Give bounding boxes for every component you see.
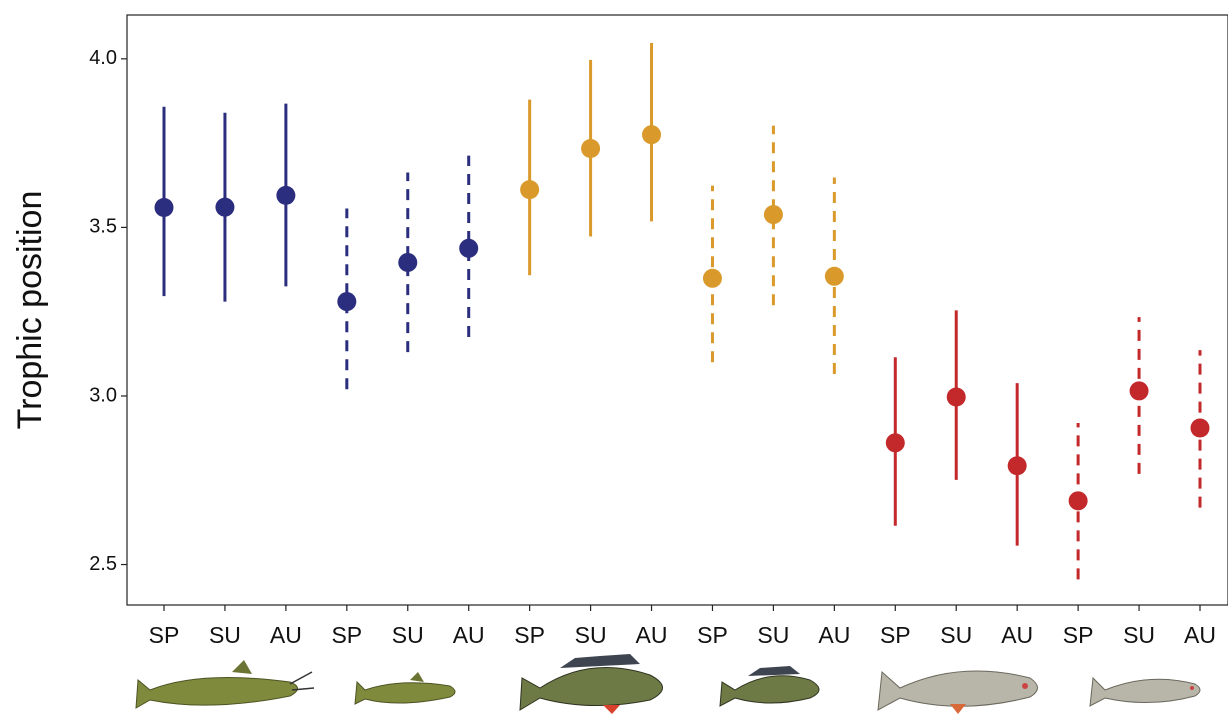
x-tick-label: SU <box>209 622 241 648</box>
x-tick-label: SP <box>880 622 911 648</box>
x-tick-label: SU <box>940 622 972 648</box>
point <box>1008 456 1027 475</box>
point <box>703 269 722 288</box>
fish-perch-small <box>720 666 819 706</box>
point <box>337 292 356 311</box>
x-tick-label: AU <box>270 622 302 648</box>
fish-illustrations <box>136 654 1200 714</box>
x-tick-label: SP <box>1063 622 1094 648</box>
fish-perch-large <box>520 654 663 714</box>
page: {"chart_data": { "type": "pointrange", "… <box>0 0 1228 715</box>
x-tick-label: SU <box>392 622 424 648</box>
point <box>520 180 539 199</box>
point <box>215 198 234 217</box>
point <box>947 387 966 406</box>
x-tick-label: SP <box>149 622 180 648</box>
point <box>581 139 600 158</box>
point <box>642 125 661 144</box>
point <box>886 433 905 452</box>
x-tick-label: AU <box>1001 622 1033 648</box>
x-tick-label: AU <box>453 622 485 648</box>
x-tick-label: AU <box>1184 622 1216 648</box>
chart: Trophic position 2.5 3.0 3.5 4.0 <box>0 0 1228 715</box>
x-tick-label: SU <box>575 622 607 648</box>
x-tick-label: SU <box>1123 622 1155 648</box>
point <box>764 205 783 224</box>
y-tick-label: 2.5 <box>89 553 117 575</box>
fish-roach-large <box>878 671 1038 714</box>
point <box>398 253 417 272</box>
x-tick-label: SU <box>757 622 789 648</box>
fish-roach-small <box>1090 678 1200 706</box>
point <box>1069 491 1088 510</box>
y-tick-label: 3.0 <box>89 384 117 406</box>
point <box>825 267 844 286</box>
x-tick-label: AU <box>636 622 668 648</box>
x-tick-label: SP <box>331 622 362 648</box>
point <box>276 186 295 205</box>
y-tick-label: 4.0 <box>89 47 117 69</box>
y-tick-label: 3.5 <box>89 216 117 238</box>
point <box>1130 381 1149 400</box>
plot-border <box>127 15 1228 605</box>
x-tick-label: SP <box>514 622 545 648</box>
fish-bullhead-large <box>136 660 314 708</box>
point <box>459 239 478 258</box>
y-axis-label: Trophic position <box>11 191 49 430</box>
x-tick-label: SP <box>697 622 728 648</box>
x-tick-label: AU <box>818 622 850 648</box>
fish-bullhead-small <box>355 672 455 704</box>
point <box>155 198 174 217</box>
point <box>1191 419 1210 438</box>
